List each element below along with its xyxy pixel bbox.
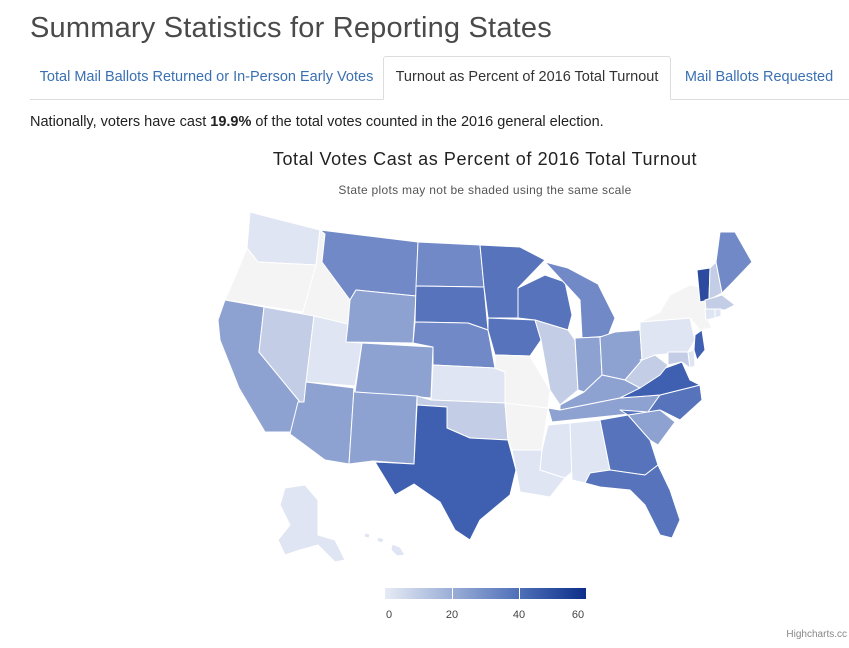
state-maine[interactable] bbox=[715, 231, 753, 294]
state-illinois[interactable] bbox=[534, 319, 579, 406]
state-north-carolina[interactable] bbox=[619, 384, 703, 421]
legend-gradient bbox=[385, 588, 586, 599]
state-arkansas[interactable] bbox=[504, 402, 549, 451]
state-michigan[interactable] bbox=[544, 261, 616, 339]
summary-prefix: Nationally, voters have cast bbox=[30, 114, 211, 130]
state-massachusetts[interactable] bbox=[704, 294, 736, 311]
state-kansas[interactable] bbox=[430, 364, 506, 404]
state-florida[interactable] bbox=[584, 464, 681, 539]
state-rhode-island[interactable] bbox=[714, 308, 722, 319]
state-wyoming[interactable] bbox=[345, 289, 417, 344]
state-new-mexico[interactable] bbox=[348, 387, 418, 465]
tab-mail-ballots-returned[interactable]: Total Mail Ballots Returned or In-Person… bbox=[39, 69, 374, 85]
legend-label-60: 60 bbox=[571, 609, 585, 621]
legend-label-40: 40 bbox=[512, 609, 526, 621]
state-west-virginia[interactable] bbox=[624, 354, 669, 389]
national-summary: Nationally, voters have cast 19.9% of th… bbox=[30, 114, 604, 130]
tab-turnout-percent[interactable]: Turnout as Percent of 2016 Total Turnout bbox=[383, 56, 671, 100]
legend-tick bbox=[519, 588, 520, 599]
map-title: Total Votes Cast as Percent of 2016 Tota… bbox=[272, 149, 698, 169]
tab-mail-ballots-requested[interactable]: Mail Ballots Requested bbox=[684, 69, 834, 85]
state-alaska[interactable] bbox=[277, 484, 346, 563]
state-connecticut[interactable] bbox=[704, 308, 716, 321]
tab-bar: Total Mail Ballots Returned or In-Person… bbox=[30, 56, 849, 100]
state-hawaii[interactable] bbox=[363, 532, 406, 557]
summary-suffix: of the total votes counted in the 2016 g… bbox=[251, 114, 604, 130]
highcharts-credit[interactable]: Highcharts.cc bbox=[786, 629, 847, 640]
state-iowa[interactable] bbox=[487, 317, 542, 357]
color-legend: 0 20 40 60 bbox=[385, 588, 586, 628]
summary-value: 19.9% bbox=[210, 114, 252, 130]
state-washington[interactable] bbox=[246, 211, 321, 266]
state-maryland[interactable] bbox=[667, 351, 691, 369]
state-texas[interactable] bbox=[374, 404, 517, 541]
state-new-jersey[interactable] bbox=[693, 329, 706, 361]
legend-tick bbox=[452, 588, 453, 599]
state-colorado[interactable] bbox=[354, 342, 434, 399]
map-subtitle: State plots may not be shaded using the … bbox=[338, 183, 632, 197]
state-wisconsin[interactable] bbox=[517, 274, 573, 331]
legend-label-0: 0 bbox=[385, 609, 393, 621]
legend-label-20: 20 bbox=[445, 609, 459, 621]
state-north-dakota[interactable] bbox=[415, 241, 485, 288]
page-title: Summary Statistics for Reporting States bbox=[30, 12, 552, 44]
state-delaware[interactable] bbox=[687, 349, 696, 369]
